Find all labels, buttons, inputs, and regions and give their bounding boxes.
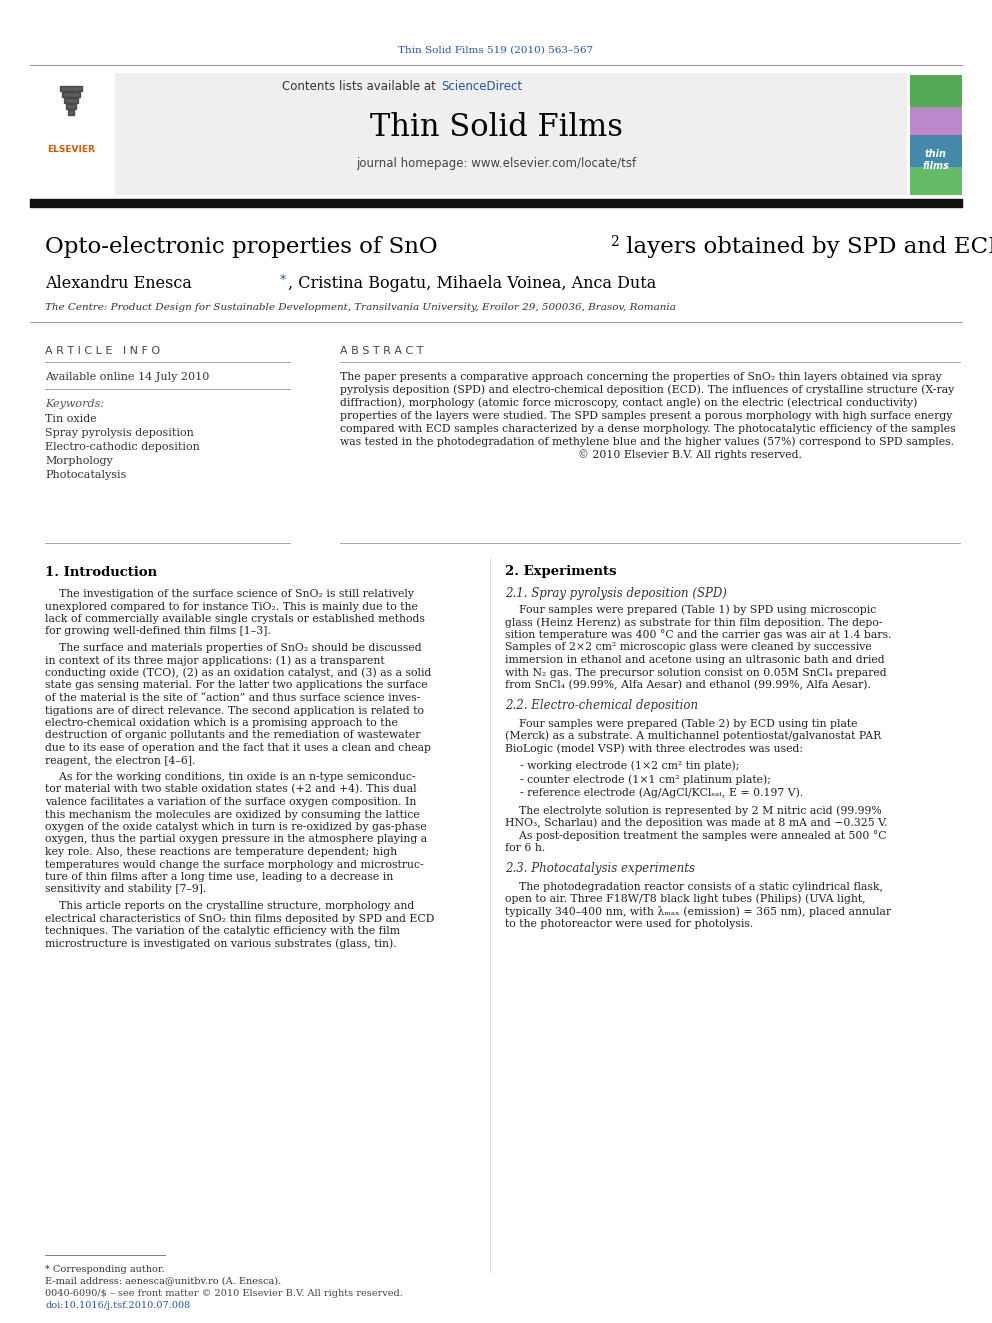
Text: to the photoreactor were used for photolysis.: to the photoreactor were used for photol… [505,919,753,929]
Text: The investigation of the surface science of SnO₂ is still relatively: The investigation of the surface science… [45,589,414,599]
Text: Spray pyrolysis deposition: Spray pyrolysis deposition [45,429,193,438]
Text: properties of the layers were studied. The SPD samples present a porous morpholo: properties of the layers were studied. T… [340,411,952,421]
Text: This article reports on the crystalline structure, morphology and: This article reports on the crystalline … [45,901,415,912]
Text: Samples of 2×2 cm² microscopic glass were cleaned by successive: Samples of 2×2 cm² microscopic glass wer… [505,643,872,652]
FancyBboxPatch shape [910,75,962,107]
Text: Opto-electronic properties of SnO: Opto-electronic properties of SnO [45,235,437,258]
Text: microstructure is investigated on various substrates (glass, tin).: microstructure is investigated on variou… [45,938,397,949]
Text: state gas sensing material. For the latter two applications the surface: state gas sensing material. For the latt… [45,680,428,691]
Text: 2.1. Spray pyrolysis deposition (SPD): 2.1. Spray pyrolysis deposition (SPD) [505,587,727,601]
Text: conducting oxide (TCO), (2) as an oxidation catalyst, and (3) as a solid: conducting oxide (TCO), (2) as an oxidat… [45,668,432,679]
Text: sition temperature was 400 °C and the carrier gas was air at 1.4 bars.: sition temperature was 400 °C and the ca… [505,630,892,640]
Text: ture of thin films after a long time use, leading to a decrease in: ture of thin films after a long time use… [45,872,393,882]
Text: Thin Solid Films: Thin Solid Films [369,112,623,143]
Text: *: * [280,274,287,287]
Text: open to air. Three F18W/T8 black light tubes (Philips) (UVA light,: open to air. Three F18W/T8 black light t… [505,894,866,905]
Text: unexplored compared to for instance TiO₂. This is mainly due to the: unexplored compared to for instance TiO₂… [45,602,418,611]
Text: temperatures would change the surface morphology and microstruc-: temperatures would change the surface mo… [45,860,424,869]
Text: A B S T R A C T: A B S T R A C T [340,347,424,356]
Text: oxygen of the oxide catalyst which in turn is re-oxidized by gas-phase: oxygen of the oxide catalyst which in tu… [45,822,427,832]
Text: in context of its three major applications: (1) as a transparent: in context of its three major applicatio… [45,655,385,665]
Text: A R T I C L E   I N F O: A R T I C L E I N F O [45,347,160,356]
Text: 0040-6090/$ – see front matter © 2010 Elsevier B.V. All rights reserved.: 0040-6090/$ – see front matter © 2010 El… [45,1289,403,1298]
Text: valence facilitates a variation of the surface oxygen composition. In: valence facilitates a variation of the s… [45,796,417,807]
Text: due to its ease of operation and the fact that it uses a clean and cheap: due to its ease of operation and the fac… [45,744,431,753]
Text: journal homepage: www.elsevier.com/locate/tsf: journal homepage: www.elsevier.com/locat… [356,156,636,169]
Text: techniques. The variation of the catalytic efficiency with the film: techniques. The variation of the catalyt… [45,926,400,935]
Text: Morphology: Morphology [45,456,113,466]
FancyBboxPatch shape [910,167,962,194]
Text: glass (Heinz Herenz) as substrate for thin film deposition. The depo-: glass (Heinz Herenz) as substrate for th… [505,618,883,628]
Text: diffraction), morphology (atomic force microscopy, contact angle) on the electri: diffraction), morphology (atomic force m… [340,398,918,409]
Text: * Corresponding author.: * Corresponding author. [45,1265,165,1274]
Text: ELSEVIER: ELSEVIER [47,146,95,155]
Text: oxygen, thus the partial oxygen pressure in the atmosphere playing a: oxygen, thus the partial oxygen pressure… [45,835,428,844]
Text: 2.2. Electro-chemical deposition: 2.2. Electro-chemical deposition [505,699,698,712]
Text: - reference electrode (Ag/AgCl/KClₛₐₜ, E = 0.197 V).: - reference electrode (Ag/AgCl/KClₛₐₜ, E… [520,787,804,798]
Text: Alexandru Enesca: Alexandru Enesca [45,275,191,292]
Text: The paper presents a comparative approach concerning the properties of SnO₂ thin: The paper presents a comparative approac… [340,372,941,382]
Text: Photocatalysis: Photocatalysis [45,470,126,480]
Text: E-mail address: aenesca@unitbv.ro (A. Enesca).: E-mail address: aenesca@unitbv.ro (A. En… [45,1277,282,1286]
Text: thin
films: thin films [923,148,949,171]
Text: As for the working conditions, tin oxide is an n-type semiconduc-: As for the working conditions, tin oxide… [45,773,416,782]
Text: typically 340–400 nm, with λₘₐₓ (emission) = 365 nm), placed annular: typically 340–400 nm, with λₘₐₓ (emissio… [505,906,891,917]
Text: Thin Solid Films 519 (2010) 563–567: Thin Solid Films 519 (2010) 563–567 [399,45,593,54]
Text: 1. Introduction: 1. Introduction [45,565,157,578]
Text: pyrolysis deposition (SPD) and electro-chemical deposition (ECD). The influences: pyrolysis deposition (SPD) and electro-c… [340,385,954,396]
Text: BioLogic (model VSP) with three electrodes was used:: BioLogic (model VSP) with three electrod… [505,744,803,754]
Text: , Cristina Bogatu, Mihaela Voinea, Anca Duta: , Cristina Bogatu, Mihaela Voinea, Anca … [288,275,657,292]
FancyBboxPatch shape [910,107,962,135]
Text: with N₂ gas. The precursor solution consist on 0.05M SnCl₄ prepared: with N₂ gas. The precursor solution cons… [505,668,887,677]
Text: Four samples were prepared (Table 1) by SPD using microscopic: Four samples were prepared (Table 1) by … [505,605,876,615]
Text: reagent, the electron [4–6].: reagent, the electron [4–6]. [45,755,195,766]
Text: immersion in ethanol and acetone using an ultrasonic bath and dried: immersion in ethanol and acetone using a… [505,655,885,665]
Text: lack of commercially available single crystals or established methods: lack of commercially available single cr… [45,614,425,624]
Text: 2. Experiments: 2. Experiments [505,565,616,578]
Text: - working electrode (1×2 cm² tin plate);: - working electrode (1×2 cm² tin plate); [520,761,739,771]
Text: layers obtained by SPD and ECD techniques: layers obtained by SPD and ECD technique… [619,235,992,258]
Text: electro-chemical oxidation which is a promising approach to the: electro-chemical oxidation which is a pr… [45,718,398,728]
Text: - counter electrode (1×1 cm² platinum plate);: - counter electrode (1×1 cm² platinum pl… [520,774,771,785]
Text: Electro-cathodic deposition: Electro-cathodic deposition [45,442,199,452]
Text: Contents lists available at: Contents lists available at [283,81,440,94]
Text: 2: 2 [610,235,619,249]
Text: for growing well-defined thin films [1–3].: for growing well-defined thin films [1–3… [45,627,271,636]
Text: As post-deposition treatment the samples were annealed at 500 °C: As post-deposition treatment the samples… [505,830,887,841]
Text: this mechanism the molecules are oxidized by consuming the lattice: this mechanism the molecules are oxidize… [45,810,420,819]
Text: for 6 h.: for 6 h. [505,843,546,853]
Text: HNO₃, Scharlau) and the deposition was made at 8 mA and −0.325 V.: HNO₃, Scharlau) and the deposition was m… [505,818,888,828]
Text: The surface and materials properties of SnO₂ should be discussed: The surface and materials properties of … [45,643,422,654]
Text: Tin oxide: Tin oxide [45,414,97,423]
Text: from SnCl₄ (99.99%, Alfa Aesar) and ethanol (99.99%, Alfa Aesar).: from SnCl₄ (99.99%, Alfa Aesar) and etha… [505,680,871,691]
Text: tigations are of direct relevance. The second application is related to: tigations are of direct relevance. The s… [45,705,424,716]
Text: of the material is the site of “action” and thus surface science inves-: of the material is the site of “action” … [45,693,421,703]
Text: The electrolyte solution is represented by 2 M nitric acid (99.99%: The electrolyte solution is represented … [505,806,882,816]
Text: 2.3. Photocatalysis experiments: 2.3. Photocatalysis experiments [505,863,695,875]
Text: Four samples were prepared (Table 2) by ECD using tin plate: Four samples were prepared (Table 2) by … [505,718,857,729]
Text: doi:10.1016/j.tsf.2010.07.008: doi:10.1016/j.tsf.2010.07.008 [45,1302,190,1311]
FancyBboxPatch shape [115,73,907,194]
Text: sensitivity and stability [7–9].: sensitivity and stability [7–9]. [45,885,206,894]
Text: © 2010 Elsevier B.V. All rights reserved.: © 2010 Elsevier B.V. All rights reserved… [340,450,802,460]
Text: electrical characteristics of SnO₂ thin films deposited by SPD and ECD: electrical characteristics of SnO₂ thin … [45,913,434,923]
Text: destruction of organic pollutants and the remediation of wastewater: destruction of organic pollutants and th… [45,730,421,741]
Text: tor material with two stable oxidation states (+2 and +4). This dual: tor material with two stable oxidation s… [45,785,417,795]
Text: Keywords:: Keywords: [45,400,104,409]
Text: was tested in the photodegradation of methylene blue and the higher values (57%): was tested in the photodegradation of me… [340,437,954,447]
Text: The photodegradation reactor consists of a static cylindrical flask,: The photodegradation reactor consists of… [505,881,883,892]
Text: key role. Also, these reactions are temperature dependent; high: key role. Also, these reactions are temp… [45,847,397,857]
Text: Available online 14 July 2010: Available online 14 July 2010 [45,372,209,382]
Text: (Merck) as a substrate. A multichannel potentiostat/galvanostat PAR: (Merck) as a substrate. A multichannel p… [505,730,881,741]
Text: ScienceDirect: ScienceDirect [441,81,522,94]
Text: compared with ECD samples characterized by a dense morphology. The photocatalyti: compared with ECD samples characterized … [340,423,955,434]
Text: The Centre: Product Design for Sustainable Development, Transilvania University,: The Centre: Product Design for Sustainab… [45,303,676,311]
FancyBboxPatch shape [30,73,113,194]
FancyBboxPatch shape [910,135,962,167]
